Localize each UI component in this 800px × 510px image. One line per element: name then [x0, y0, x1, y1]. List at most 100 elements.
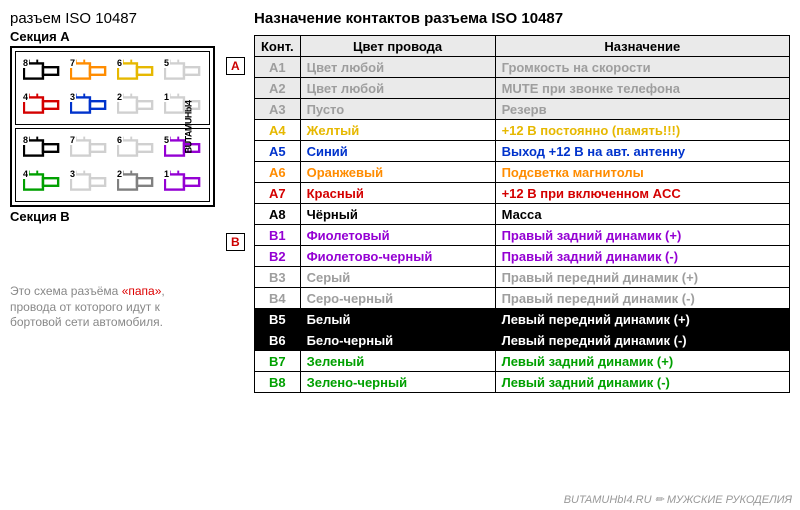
table-body: A1Цвет любойГромкость на скоростиA2Цвет …: [255, 57, 790, 393]
table-row: A7Красный+12 В при включенном ACC: [255, 183, 790, 204]
connector-diagram: 87654321 87654321 BUTAMUHbI4: [10, 46, 215, 207]
cell-kont: A4: [255, 120, 301, 141]
table-row: A1Цвет любойГромкость на скорости: [255, 57, 790, 78]
cell-purpose: Масса: [495, 204, 789, 225]
th-kont: Конт.: [255, 36, 301, 57]
pin-2: 2: [114, 167, 158, 198]
cell-kont: B3: [255, 267, 301, 288]
cell-kont: A2: [255, 78, 301, 99]
cell-kont: A8: [255, 204, 301, 225]
cell-color: Оранжевый: [300, 162, 495, 183]
pin-3: 3: [67, 90, 111, 121]
cell-kont: A1: [255, 57, 301, 78]
cell-purpose: Левый задний динамик (+): [495, 351, 789, 372]
table-row: A4Желтый+12 В постоянно (память!!!): [255, 120, 790, 141]
note-pre: Это схема разъёма: [10, 284, 122, 298]
pin-3: 3: [67, 167, 111, 198]
cell-color: Цвет любой: [300, 78, 495, 99]
table-row: B2Фиолетово-черныйПравый задний динамик …: [255, 246, 790, 267]
pin-7: 7: [67, 133, 111, 164]
main-layout: разъем ISO 10487 Секция A 87654321 87654…: [10, 10, 790, 393]
cell-color: Зеленый: [300, 351, 495, 372]
cell-kont: A3: [255, 99, 301, 120]
th-color: Цвет провода: [300, 36, 495, 57]
pin-8: 8: [20, 133, 64, 164]
cell-purpose: +12 В при включенном ACC: [495, 183, 789, 204]
cell-purpose: Подсветка магнитолы: [495, 162, 789, 183]
table-wrap: A B Конт. Цвет провода Назначение A1Цвет…: [254, 35, 790, 393]
connector-title: разъем ISO 10487: [10, 10, 240, 27]
cell-color: Белый: [300, 309, 495, 330]
cell-purpose: Правый передний динамик (+): [495, 267, 789, 288]
cell-purpose: Правый задний динамик (-): [495, 246, 789, 267]
pin-6: 6: [114, 133, 158, 164]
left-panel: разъем ISO 10487 Секция A 87654321 87654…: [10, 10, 240, 393]
cell-color: Чёрный: [300, 204, 495, 225]
table-row: B1ФиолетовыйПравый задний динамик (+): [255, 225, 790, 246]
section-a-label: Секция A: [10, 29, 240, 44]
cell-color: Серый: [300, 267, 495, 288]
cell-kont: B5: [255, 309, 301, 330]
table-row: A2Цвет любойMUTE при звонке телефона: [255, 78, 790, 99]
watermark: BUTAMUHbI4.RU ✏ МУЖСКИЕ РУКОДЕЛИЯ: [564, 493, 792, 506]
pin-5: 5: [161, 56, 205, 87]
cell-purpose: Левый задний динамик (-): [495, 372, 789, 393]
cell-color: Цвет любой: [300, 57, 495, 78]
table-row: A8ЧёрныйМасса: [255, 204, 790, 225]
pinout-table: Конт. Цвет провода Назначение A1Цвет люб…: [254, 35, 790, 393]
cell-color: Фиолетово-черный: [300, 246, 495, 267]
pin-4: 4: [20, 90, 64, 121]
pin-4: 4: [20, 167, 64, 198]
pin-7: 7: [67, 56, 111, 87]
table-row: A5СинийВыход +12 В на авт. антенну: [255, 141, 790, 162]
section-a-pins: 87654321: [15, 51, 210, 125]
cell-kont: A7: [255, 183, 301, 204]
marker-a: A: [226, 57, 245, 75]
footnote: Это схема разъёма «папа», провода от кот…: [10, 284, 210, 331]
table-row: A3ПустоРезерв: [255, 99, 790, 120]
table-row: B8Зелено-черныйЛевый задний динамик (-): [255, 372, 790, 393]
cell-purpose: Правый передний динамик (-): [495, 288, 789, 309]
note-red: «папа»: [122, 284, 162, 298]
cell-color: Синий: [300, 141, 495, 162]
cell-purpose: +12 В постоянно (память!!!): [495, 120, 789, 141]
cell-kont: B2: [255, 246, 301, 267]
th-purpose: Назначение: [495, 36, 789, 57]
cell-color: Серо-черный: [300, 288, 495, 309]
cell-purpose: Громкость на скорости: [495, 57, 789, 78]
cell-purpose: Резерв: [495, 99, 789, 120]
cell-color: Красный: [300, 183, 495, 204]
cell-purpose: Левый передний динамик (-): [495, 330, 789, 351]
section-b-label: Секция B: [10, 209, 240, 224]
table-row: B7ЗеленыйЛевый задний динамик (+): [255, 351, 790, 372]
table-row: B4Серо-черныйПравый передний динамик (-): [255, 288, 790, 309]
table-row: B3СерыйПравый передний динамик (+): [255, 267, 790, 288]
vertical-watermark: BUTAMUHbI4: [184, 100, 194, 153]
cell-kont: B6: [255, 330, 301, 351]
table-row: B6Бело-черныйЛевый передний динамик (-): [255, 330, 790, 351]
table-row: B5БелыйЛевый передний динамик (+): [255, 309, 790, 330]
cell-purpose: Выход +12 В на авт. антенну: [495, 141, 789, 162]
cell-purpose: Левый передний динамик (+): [495, 309, 789, 330]
cell-purpose: Правый задний динамик (+): [495, 225, 789, 246]
cell-kont: B8: [255, 372, 301, 393]
cell-color: Пусто: [300, 99, 495, 120]
marker-b: B: [226, 233, 245, 251]
cell-kont: B1: [255, 225, 301, 246]
section-b-pins: 87654321: [15, 128, 210, 202]
right-panel: Назначение контактов разъема ISO 10487 A…: [254, 10, 790, 393]
cell-color: Фиолетовый: [300, 225, 495, 246]
pin-8: 8: [20, 56, 64, 87]
cell-purpose: MUTE при звонке телефона: [495, 78, 789, 99]
table-row: A6ОранжевыйПодсветка магнитолы: [255, 162, 790, 183]
table-title: Назначение контактов разъема ISO 10487: [254, 10, 790, 27]
pin-2: 2: [114, 90, 158, 121]
cell-kont: A6: [255, 162, 301, 183]
pin-6: 6: [114, 56, 158, 87]
pin-1: 1: [161, 167, 205, 198]
cell-color: Зелено-черный: [300, 372, 495, 393]
cell-color: Желтый: [300, 120, 495, 141]
cell-kont: B4: [255, 288, 301, 309]
cell-kont: A5: [255, 141, 301, 162]
cell-color: Бело-черный: [300, 330, 495, 351]
